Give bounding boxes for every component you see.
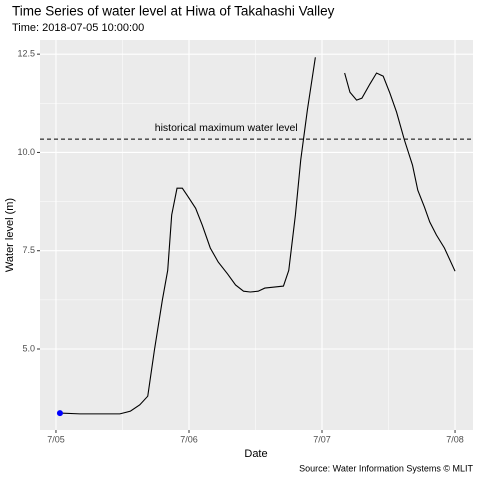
x-tick-label: 7/08: [446, 434, 464, 444]
chart-subtitle: Time: 2018-07-05 10:00:00: [12, 22, 144, 34]
reference-label: historical maximum water level: [155, 122, 298, 134]
caption: Source: Water Information Systems © MLIT: [299, 463, 473, 473]
x-tick-label: 7/06: [180, 434, 198, 444]
chart-title: Time Series of water level at Hiwa of Ta…: [12, 4, 335, 19]
data-line: [59, 57, 456, 415]
y-tick-label: 12.5: [17, 49, 35, 59]
y-tick-label: 10.0: [17, 147, 35, 157]
y-tick-label: 5.0: [22, 343, 35, 353]
plot-panel: [40, 40, 473, 430]
x-axis-label: Date: [244, 448, 267, 460]
highlight-point: [56, 410, 63, 417]
x-tick-label: 7/07: [313, 434, 331, 444]
x-tick-label: 7/05: [47, 434, 65, 444]
y-axis-label: Water level (m): [4, 198, 16, 272]
y-tick-label: 7.5: [22, 245, 35, 255]
